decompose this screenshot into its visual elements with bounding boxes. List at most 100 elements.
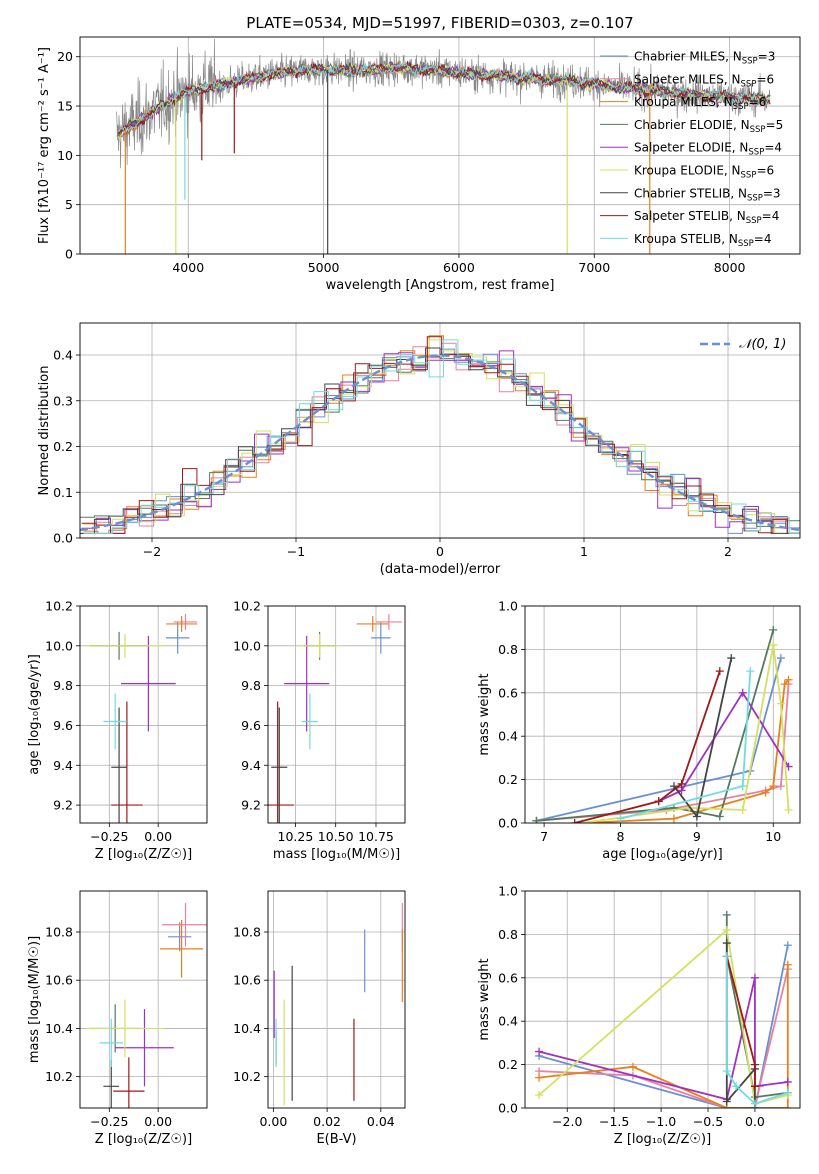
weight-marker: [750, 1099, 759, 1108]
plot-area-z-mass: [85, 903, 207, 1108]
x-tick-label: −0.5: [693, 1114, 723, 1129]
x-tick-label: 4000: [172, 260, 204, 275]
weight-line-1: [539, 968, 789, 1108]
model-line-7: [118, 61, 771, 134]
y-tick-label: 9.8: [53, 678, 73, 693]
histogram-7: [81, 336, 800, 534]
y-tick-label: 0.2: [53, 439, 73, 454]
weight-marker: [783, 941, 792, 950]
x-axis-label: Z [log₁₀(Z/Z☉)]: [614, 1132, 711, 1147]
x-tick-label: −1.5: [599, 1114, 629, 1129]
weight-marker: [732, 1082, 741, 1091]
weight-marker: [761, 788, 770, 797]
weight-marker: [715, 812, 724, 821]
weight-marker: [535, 1090, 544, 1099]
plot-area-spectrum: [116, 38, 771, 254]
weight-marker: [750, 973, 759, 982]
histogram-4: [81, 350, 800, 534]
histogram-8: [83, 339, 800, 534]
weight-marker: [783, 1104, 792, 1108]
y-tick-label: 10.2: [233, 599, 261, 614]
y-axis-label: age [log₁₀(age/yr)]: [27, 654, 42, 775]
weight-marker: [669, 814, 678, 823]
legend-label-5: Kroupa ELODIE, NSSP=6: [634, 164, 774, 181]
weight-marker: [738, 805, 747, 814]
axes-frame: [79, 890, 208, 1109]
y-tick-label: 9.2: [241, 798, 261, 813]
weight-line-5: [538, 928, 789, 1105]
x-tick-label: 0.0: [745, 1114, 765, 1129]
weight-marker: [776, 782, 785, 791]
legend-label-8: Kroupa STELIB, NSSP=4: [634, 232, 772, 249]
axes-frame: [267, 890, 406, 1109]
legend-label-4: Salpeter ELODIE, NSSP=4: [634, 141, 782, 158]
histogram-6: [80, 347, 800, 534]
y-tick-label: 10.0: [45, 638, 73, 653]
y-tick-label: 0.6: [498, 685, 518, 700]
legend-label-normal: 𝒩(0, 1): [739, 337, 786, 352]
axes-frame: [524, 605, 801, 824]
y-tick-label: 0.2: [498, 1057, 518, 1072]
normal-curve: [80, 354, 800, 532]
weight-line-0: [536, 657, 782, 822]
y-tick-label: 10.4: [45, 1021, 73, 1036]
y-tick-label: 0.0: [498, 1101, 518, 1116]
x-tick-label: 5000: [308, 260, 340, 275]
x-tick-label: −0.25: [90, 829, 128, 844]
y-tick-label: 10: [57, 148, 73, 163]
x-axis-label: Z [log₁₀(Z/Z☉)]: [95, 847, 192, 862]
y-tick-label: 20: [57, 49, 73, 64]
y-tick-label: 9.2: [53, 798, 73, 813]
weight-line-3: [536, 629, 775, 822]
x-tick-label: −1.0: [646, 1114, 676, 1129]
legend-label-2: Kroupa MILES, NSSP=6: [634, 95, 766, 112]
x-tick-label: 0.00: [144, 1114, 172, 1129]
model-line-6: [118, 61, 771, 134]
weight-line-4: [658, 691, 790, 803]
weight-marker: [750, 1082, 759, 1091]
x-tick-label: 0.02: [313, 1114, 341, 1129]
x-tick-label: 8: [617, 829, 625, 844]
weight-line-7: [574, 670, 721, 823]
y-axis-label: Flux [fλ10⁻¹⁷ erg cm⁻² s⁻¹ A⁻¹]: [37, 47, 52, 244]
weight-marker: [784, 675, 793, 684]
y-tick-label: 10.2: [45, 1069, 73, 1084]
legend-label-6: Chabrier STELIB, NSSP=3: [634, 186, 781, 203]
weight-marker: [654, 797, 663, 806]
weight-marker: [746, 667, 755, 676]
x-tick-label: −1: [287, 544, 305, 559]
x-axis-label: wavelength [Angstrom, rest frame]: [326, 278, 555, 293]
y-tick-label: 0: [65, 247, 73, 262]
weight-marker: [783, 960, 792, 969]
plot-area-ebv-mass: [273, 903, 403, 1106]
x-axis-label: age [log₁₀(age/yr)]: [602, 847, 723, 862]
y-tick-label: 0.6: [498, 970, 518, 985]
x-tick-label: 6000: [443, 260, 475, 275]
y-tick-label: 0.0: [498, 816, 518, 831]
axes-frame: [79, 322, 801, 539]
weight-marker: [727, 654, 736, 663]
weight-marker: [783, 1077, 792, 1086]
y-tick-label: 10.6: [233, 973, 261, 988]
weight-marker: [616, 814, 625, 823]
chart-title: PLATE=0534, MJD=51997, FIBERID=0303, z=0…: [246, 14, 633, 32]
plot-area-residuals: [80, 335, 800, 534]
y-tick-label: 0.4: [498, 1014, 518, 1029]
weight-marker: [784, 805, 793, 814]
histogram-1: [81, 342, 800, 534]
legend-label-3: Chabrier ELODIE, NSSP=5: [634, 118, 783, 135]
x-tick-label: 7: [540, 829, 548, 844]
axes-frame: [79, 605, 208, 824]
plot-area-age-weight: [532, 625, 793, 823]
y-tick-label: 9.4: [53, 758, 73, 773]
x-axis-label: mass [log₁₀(M/M☉)]: [273, 847, 400, 862]
y-tick-label: 9.4: [241, 758, 261, 773]
y-tick-label: 0.4: [53, 348, 73, 363]
x-axis-label: Z [log₁₀(Z/Z☉)]: [95, 1132, 192, 1147]
x-tick-label: 1: [580, 544, 588, 559]
y-tick-label: 10.8: [233, 924, 261, 939]
weight-marker: [722, 939, 731, 948]
y-tick-label: 9.6: [53, 718, 73, 733]
weight-marker: [780, 680, 789, 689]
